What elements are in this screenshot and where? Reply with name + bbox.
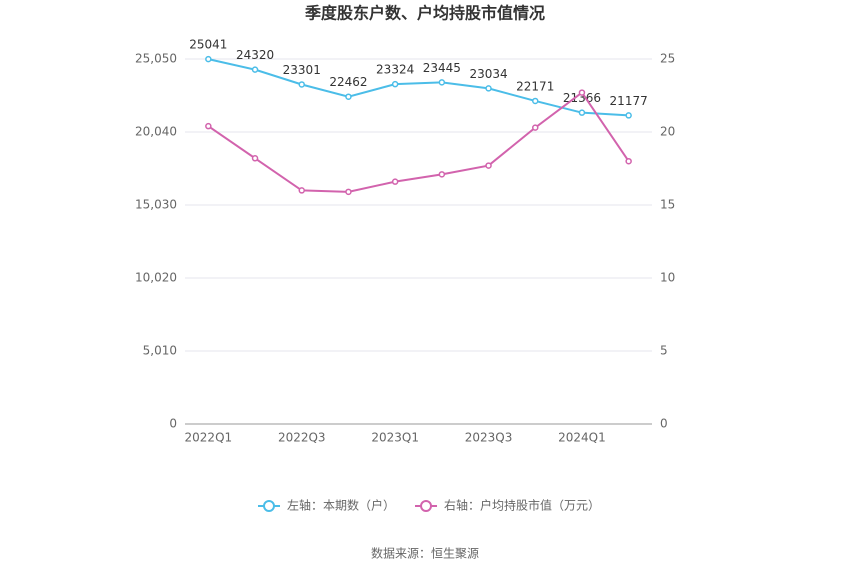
data-point [205, 55, 212, 63]
data-point [485, 162, 492, 169]
data-point [578, 109, 586, 116]
data-label: 24320 [236, 48, 274, 62]
data-point [391, 80, 399, 88]
y-tick-label: 25,050 [135, 52, 177, 66]
y2-tick-label: 10 [660, 271, 675, 285]
data-point [438, 171, 446, 178]
y2-tick-label: 20 [660, 125, 675, 139]
source-note: 数据来源：恒生聚源 [371, 546, 479, 561]
y-tick-label: 20,040 [135, 125, 177, 139]
data-point [205, 122, 212, 130]
data-point [345, 93, 352, 100]
data-point [298, 81, 305, 88]
x-tick-label: 2022Q1 [185, 431, 233, 445]
data-point [578, 89, 586, 96]
data-label: 23034 [469, 67, 507, 81]
legend-label: 右轴：户均持股市值（万元） [444, 498, 600, 513]
chart-title: 季度股东户数、户均持股市值情况 [304, 4, 545, 23]
data-point [438, 79, 446, 86]
data-point [391, 178, 399, 185]
data-point [298, 187, 305, 194]
data-label: 25041 [189, 38, 227, 52]
x-tick-label: 2023Q1 [371, 431, 419, 445]
data-label: 22462 [329, 75, 367, 89]
legend-label: 左轴：本期数（户） [287, 498, 395, 513]
data-label: 21177 [610, 94, 648, 108]
y-tick-label: 0 [169, 417, 177, 431]
y2-tick-label: 0 [660, 417, 668, 431]
data-point [532, 124, 539, 131]
data-point [532, 97, 539, 105]
y2-tick-label: 5 [660, 344, 668, 358]
legend-marker [263, 500, 275, 512]
data-point [625, 112, 632, 119]
legend-marker [420, 500, 433, 512]
data-label: 23301 [283, 63, 321, 77]
data-point [625, 157, 632, 165]
y-tick-label: 15,030 [135, 198, 177, 212]
y-tick-label: 5,010 [143, 344, 177, 358]
data-label: 22171 [516, 79, 554, 93]
y2-tick-label: 25 [660, 52, 675, 66]
x-tick-label: 2023Q3 [465, 431, 513, 445]
data-label: 23324 [376, 63, 414, 77]
data-point [251, 66, 259, 73]
series-line [207, 91, 630, 193]
data-label: 21366 [563, 91, 601, 105]
series-line [208, 58, 629, 117]
x-tick-label: 2024Q1 [558, 431, 606, 445]
y-tick-label: 10,020 [135, 271, 177, 285]
y2-tick-label: 15 [660, 198, 675, 212]
data-point [485, 85, 492, 92]
data-point [251, 155, 259, 162]
x-tick-label: 2022Q3 [278, 431, 326, 445]
data-label: 23445 [423, 61, 461, 75]
data-point [345, 188, 352, 196]
